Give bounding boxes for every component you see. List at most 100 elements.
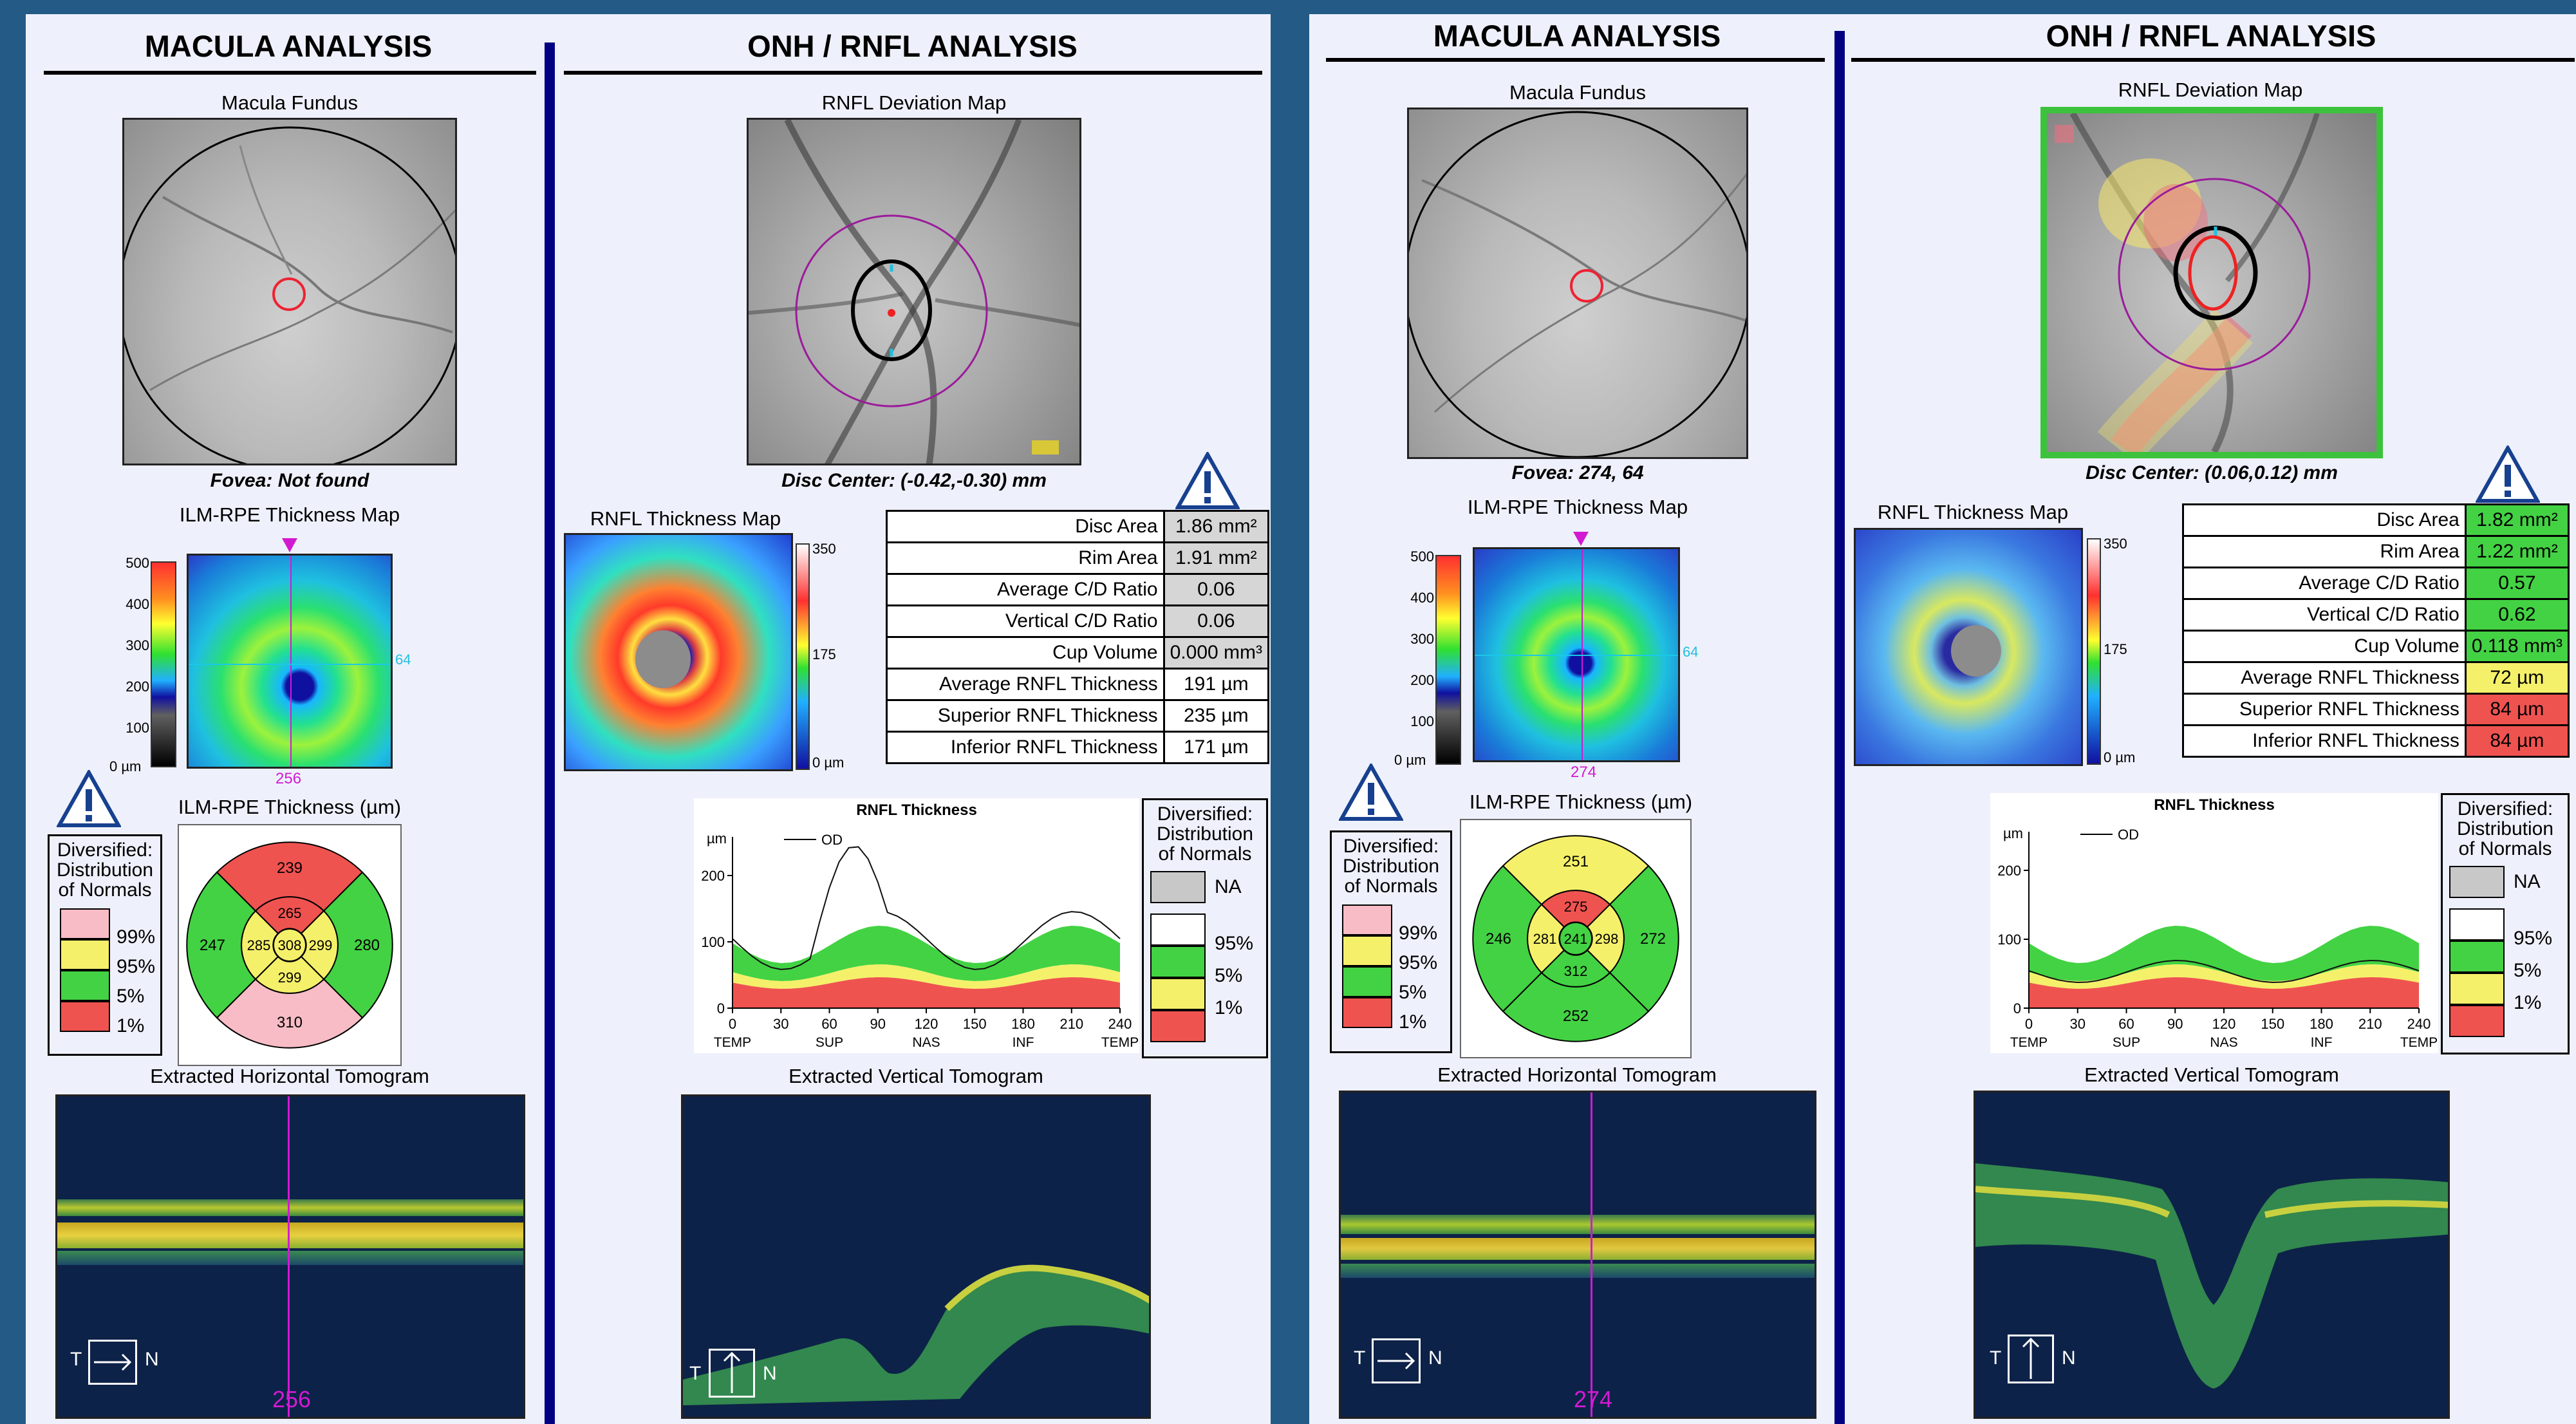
right-macula-header-rule (1326, 58, 1825, 62)
sector-outer-nas: 272 (1640, 930, 1666, 948)
y-tick-label: 100 (701, 934, 725, 950)
right-horizontal-tomogram[interactable]: T N 274 (1339, 1091, 1816, 1419)
legend-label-na: NA (2514, 871, 2541, 892)
rnfl-cb-tick-175: 175 (2104, 641, 2127, 657)
left-ilm-map-marker-bottom: 256 (275, 770, 302, 787)
right-rnfl-deviation-map[interactable] (2040, 107, 2383, 458)
cb-tick: 400 (1410, 590, 1434, 606)
x-tick-label: 210 (1059, 1016, 1083, 1032)
cb-tick: 500 (1410, 548, 1434, 565)
cb-tick: 0 µm (1394, 752, 1426, 768)
left-macula-header-rule (44, 71, 536, 75)
param-row: Vertical C/D Ratio 0.06 (886, 604, 1270, 638)
cb-tick: 0 µm (109, 758, 142, 774)
y-tick-label: 0 (2013, 1000, 2021, 1016)
sector-inner-inf: 299 (278, 970, 302, 986)
right-macula-legend: Diversified: Distribution of Normals 99%… (1330, 830, 1452, 1053)
right-sector-chart[interactable]: 251 246 272 252 275 281 298 312 241 (1460, 819, 1692, 1058)
param-row: Cup Volume 0.118 mm³ (2182, 630, 2570, 663)
left-rnfl-thickness-graph[interactable]: RNFL Thickness µm OD 200 100 0 0 30 60 90 120 150 18… (694, 798, 1139, 1053)
param-value: 0.57 (2464, 567, 2570, 600)
x-tick-label: 180 (1011, 1016, 1035, 1032)
param-value: 1.82 mm² (2464, 503, 2570, 537)
param-row: Rim Area 1.91 mm² (886, 541, 1270, 575)
x-tick-label: 150 (963, 1016, 987, 1032)
param-value: 171 µm (1162, 731, 1270, 764)
rnfl-cb-tick-350: 350 (812, 541, 836, 557)
sector-center: 241 (1564, 931, 1588, 947)
legend-swatch-na (1150, 871, 1206, 903)
param-row: Disc Area 1.82 mm² (2182, 503, 2570, 537)
legend-swatch-5 (60, 970, 110, 1001)
param-row: Superior RNFL Thickness 235 µm (886, 699, 1270, 733)
tomo-position-line (288, 1096, 290, 1417)
right-horizontal-tomo-title: Extracted Horizontal Tomogram (1437, 1063, 1717, 1086)
left-rnfl-deviation-map[interactable] (747, 118, 1081, 465)
x-region-label: TEMP (714, 1035, 751, 1050)
param-label: Disc Area (886, 510, 1165, 543)
legend-label-95: 95% (1215, 933, 1254, 954)
y-tick-label: 100 (1997, 932, 2021, 948)
right-macula-fundus-image[interactable] (1407, 108, 1748, 459)
right-onh-header: ONH / RNFL ANALYSIS (2046, 19, 2376, 53)
legend-swatch-green (1150, 946, 1206, 978)
left-divider (545, 42, 555, 1424)
cb-tick: 400 (126, 596, 149, 612)
rnfl-map-cup-disc (1951, 625, 2001, 677)
tomo-band-3 (57, 1251, 523, 1265)
right-onh-header-rule (1851, 58, 2575, 62)
param-value: 72 µm (2464, 661, 2570, 695)
graph-unit: µm (2003, 825, 2023, 841)
sector-center-region (273, 928, 306, 962)
right-rnfl-thickness-graph[interactable]: RNFL Thickness µm OD 200 100 0 0 30 60 90 120 150 18… (1990, 793, 2438, 1053)
param-label: Average RNFL Thickness (886, 668, 1165, 701)
x-tick-label: 0 (729, 1016, 736, 1032)
left-rnfl-colorbar (796, 543, 810, 770)
y-tick-label: 0 (717, 1000, 725, 1016)
right-disc-center-caption: Disc Center: (0.06,0.12) mm (2086, 462, 2338, 483)
left-onh-header-rule (564, 71, 1262, 75)
param-row: Average RNFL Thickness 72 µm (2182, 661, 2570, 695)
left-sector-chart[interactable]: 239 247 280 310 265 285 299 299 308 (178, 824, 402, 1066)
tomo-orient-t: T (689, 1363, 702, 1384)
x-region-label: INF (1013, 1035, 1034, 1050)
left-vertical-tomo-title: Extracted Vertical Tomogram (789, 1065, 1043, 1087)
param-row: Vertical C/D Ratio 0.62 (2182, 598, 2570, 632)
x-tick-label: 60 (821, 1016, 837, 1032)
right-vertical-tomogram[interactable]: T N (1974, 1091, 2450, 1419)
sector-inner-inf: 312 (1564, 963, 1588, 979)
left-horizontal-tomogram[interactable]: T N 256 (55, 1094, 525, 1419)
x-tick-label: 30 (773, 1016, 789, 1032)
left-ilm-thickness-map[interactable] (187, 554, 393, 769)
x-tick-label: 210 (2358, 1016, 2382, 1032)
left-ilm-map-title: ILM-RPE Thickness Map (179, 503, 400, 526)
right-ilm-map-top-marker (1573, 532, 1589, 546)
legend-title-1: Diversified: (1343, 836, 1439, 857)
legend-title-1: Diversified: (2457, 798, 2553, 820)
right-rnfl-thickness-map[interactable] (1854, 528, 2083, 766)
x-region-label: TEMP (2400, 1035, 2438, 1050)
sector-outer-inf: 310 (277, 1014, 303, 1031)
rnfl-od-curve (2028, 960, 2420, 983)
x-region-label: TEMP (1101, 1035, 1139, 1050)
right-ilm-thickness-map[interactable] (1473, 547, 1680, 762)
x-tick-label: 240 (1108, 1016, 1132, 1032)
legend-label-5: 5% (2514, 960, 2542, 981)
left-macula-fundus-image[interactable] (122, 118, 457, 465)
right-sector-title: ILM-RPE Thickness (µm) (1469, 791, 1693, 813)
left-ilm-map-top-marker (282, 538, 297, 552)
param-value: 191 µm (1162, 668, 1270, 701)
tomo-position-label: 256 (272, 1386, 312, 1412)
tomo-orient-n: N (145, 1349, 159, 1370)
param-row: Inferior RNFL Thickness 84 µm (2182, 724, 2570, 758)
sector-inner-sup: 275 (1564, 899, 1588, 915)
left-rnfl-thickness-map[interactable] (564, 533, 793, 771)
legend-title-3: of Normals (1158, 843, 1252, 865)
param-label: Disc Area (2182, 503, 2467, 537)
left-vertical-tomogram[interactable]: T N (681, 1094, 1151, 1419)
sector-inner-temp: 285 (247, 937, 271, 953)
x-region-label: TEMP (2010, 1035, 2048, 1050)
param-label: Superior RNFL Thickness (886, 699, 1165, 733)
right-macula-fundus-title: Macula Fundus (1509, 81, 1646, 104)
legend-swatch-na (2449, 866, 2505, 898)
